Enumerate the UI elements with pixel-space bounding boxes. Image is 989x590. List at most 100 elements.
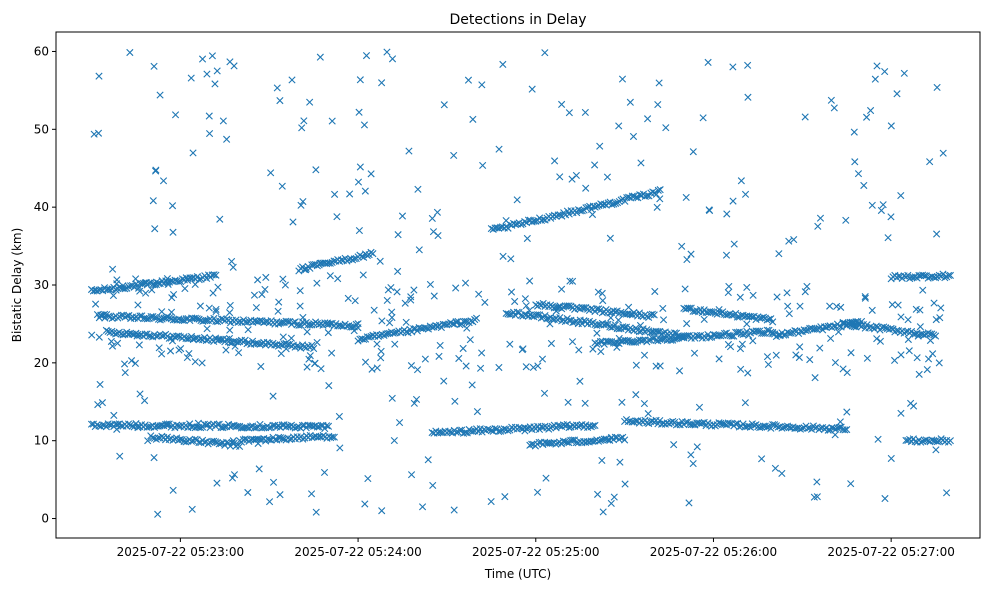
data-point (796, 343, 804, 351)
data-point (171, 111, 180, 119)
data-point (143, 315, 151, 323)
data-point (689, 421, 697, 429)
data-point (213, 479, 221, 487)
data-point (307, 490, 316, 498)
data-point (250, 291, 259, 299)
data-point (615, 325, 623, 333)
data-point (607, 434, 615, 442)
data-point (581, 399, 589, 407)
data-point (134, 284, 143, 292)
data-point (495, 427, 503, 436)
data-point (920, 272, 929, 280)
data-point (522, 363, 530, 371)
data-point (524, 216, 533, 224)
data-point (370, 306, 378, 314)
data-point (187, 437, 196, 445)
data-point (407, 296, 415, 304)
data-point (333, 213, 341, 221)
data-point (861, 294, 869, 302)
data-point (155, 344, 163, 352)
data-point (689, 459, 697, 468)
data-point (394, 267, 402, 275)
data-point (770, 421, 779, 429)
data-point (395, 418, 404, 427)
data-point (286, 435, 294, 443)
data-point (293, 342, 301, 350)
data-point (168, 202, 177, 210)
data-point (654, 186, 662, 194)
data-point (145, 279, 153, 287)
data-point (121, 285, 129, 293)
data-point (298, 124, 306, 132)
data-point (607, 314, 615, 322)
data-point (887, 213, 895, 221)
data-point (316, 53, 324, 61)
data-point (215, 336, 223, 344)
data-point (765, 315, 773, 323)
data-point (759, 313, 768, 321)
x-axis: 2025-07-22 05:23:00 2025-07-22 05:24:00 20… (117, 538, 955, 559)
data-point (831, 359, 840, 367)
data-point (324, 422, 333, 430)
data-point (876, 337, 885, 345)
data-point (258, 290, 266, 299)
data-point (169, 228, 177, 236)
data-point (801, 288, 809, 296)
data-point (705, 206, 713, 214)
data-point (188, 505, 196, 513)
data-point (374, 332, 383, 340)
data-point (337, 256, 346, 264)
data-point (769, 318, 777, 326)
data-point (704, 58, 712, 66)
data-point (922, 436, 930, 444)
data-point (728, 311, 736, 319)
data-point (236, 442, 244, 451)
data-point (436, 341, 444, 350)
data-point (743, 320, 751, 328)
data-point (511, 220, 520, 229)
data-point (359, 271, 367, 279)
data-point (265, 498, 274, 506)
data-point (507, 288, 516, 296)
data-point (455, 354, 463, 363)
data-point (894, 272, 903, 280)
data-point (263, 338, 271, 347)
data-point (581, 108, 589, 117)
data-point (551, 157, 559, 165)
data-point (484, 425, 492, 433)
data-point (682, 418, 690, 426)
data-point (518, 346, 526, 354)
data-point (749, 291, 757, 299)
data-point (575, 346, 583, 354)
data-point (198, 55, 207, 63)
data-point (836, 418, 844, 426)
data-point (843, 425, 851, 434)
data-point (907, 399, 915, 407)
data-point (580, 304, 588, 312)
data-point (574, 422, 582, 431)
data-point (433, 208, 442, 216)
data-point (499, 252, 507, 260)
data-point (326, 259, 334, 267)
data-point (269, 392, 277, 400)
data-point (205, 304, 213, 312)
data-point (194, 419, 202, 427)
data-point (776, 330, 784, 339)
data-point (108, 342, 117, 350)
data-point (695, 403, 704, 411)
data-point (217, 439, 225, 448)
data-point (107, 337, 115, 346)
data-point (862, 113, 871, 121)
data-point (598, 456, 606, 464)
data-point (904, 335, 912, 344)
y-tick-label: 10 (34, 434, 49, 448)
data-point (256, 316, 264, 325)
data-point (330, 257, 338, 265)
data-point (542, 474, 550, 482)
data-point (593, 202, 601, 210)
data-point (278, 421, 286, 429)
data-point (113, 425, 121, 433)
y-tick-label: 50 (34, 122, 49, 136)
data-point (565, 109, 573, 117)
data-point (501, 493, 509, 501)
